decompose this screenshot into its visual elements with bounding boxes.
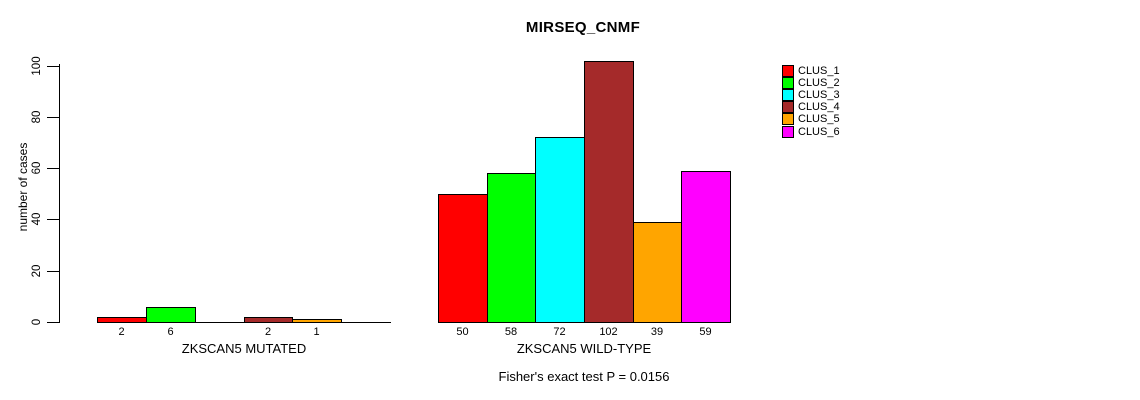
- legend-label-clus_6: CLUS_6: [798, 125, 840, 138]
- legend-item-clus_3: CLUS_3: [777, 88, 867, 102]
- y-axis-tick: [47, 271, 59, 272]
- y-axis-tick-label: 100: [31, 56, 43, 76]
- legend-label-clus_2: CLUS_2: [798, 76, 840, 89]
- y-axis-tick-label: 0: [31, 318, 43, 326]
- bar-clus_1-wild-type: [438, 194, 488, 323]
- legend-item-clus_6: CLUS_6: [777, 125, 867, 139]
- legend: CLUS_1 CLUS_2 CLUS_3 CLUS_4 CLUS_5 CLUS_6: [777, 59, 867, 144]
- y-axis-tick-label: 60: [31, 161, 43, 175]
- y-axis-tick-label: 80: [31, 110, 43, 124]
- y-axis-tick-label: 40: [31, 212, 43, 226]
- legend-swatch-clus_4: [782, 101, 794, 114]
- legend-swatch-clus_5: [782, 113, 794, 126]
- legend-label-clus_5: CLUS_5: [798, 113, 840, 126]
- bar-value-label-clus_2-wild-type: 58: [504, 326, 518, 338]
- bar-value-label-clus_1-mutated: 2: [118, 326, 125, 338]
- bar-clus_4-wild-type: [584, 61, 634, 323]
- y-axis-tick: [47, 322, 59, 323]
- bar-clus_2-wild-type: [487, 173, 536, 323]
- bar-clus_3-wild-type: [535, 137, 585, 323]
- legend-item-clus_4: CLUS_4: [777, 101, 867, 114]
- bar-clus_5-wild-type: [633, 222, 682, 323]
- bar-value-label-clus_4-wild-type: 102: [599, 326, 618, 338]
- bar-value-label-clus_2-mutated: 6: [167, 326, 174, 338]
- bar-clus_2-mutated: [146, 307, 196, 323]
- y-axis-tick-label: 20: [31, 264, 43, 278]
- bar-value-label-clus_5-mutated: 1: [313, 326, 320, 338]
- x-axis-label-wild-type: ZKSCAN5 WILD-TYPE: [516, 341, 652, 356]
- bar-clus_5-mutated: [292, 319, 342, 323]
- bar-clus_1-mutated: [97, 317, 147, 323]
- legend-item-clus_2: CLUS_2: [777, 76, 867, 90]
- legend-label-clus_3: CLUS_3: [798, 88, 840, 101]
- bar-value-label-clus_5-wild-type: 39: [650, 326, 664, 338]
- legend-swatch-clus_1: [782, 64, 794, 77]
- bar-value-label-clus_3-wild-type: 72: [553, 326, 566, 338]
- y-axis-line: [59, 64, 60, 323]
- y-axis-tick: [47, 168, 59, 169]
- legend-label-clus_1: CLUS_1: [798, 64, 840, 77]
- chart-title: MIRSEQ_CNMF: [525, 19, 641, 36]
- x-axis-label-mutated: ZKSCAN5 MUTATED: [181, 341, 307, 356]
- legend-label-clus_4: CLUS_4: [798, 101, 840, 114]
- legend-item-clus_5: CLUS_5: [777, 113, 867, 126]
- bar-value-label-clus_6-wild-type: 59: [699, 326, 712, 338]
- legend-swatch-clus_2: [782, 76, 794, 89]
- legend-swatch-clus_6: [782, 125, 794, 138]
- bar-clus_4-mutated: [244, 317, 293, 323]
- fisher-test-annotation: Fisher's exact test P = 0.0156: [498, 369, 670, 384]
- bar-value-label-clus_4-mutated: 2: [264, 326, 272, 338]
- legend-swatch-clus_3: [782, 88, 794, 101]
- y-axis-tick: [47, 219, 59, 220]
- legend-item-clus_1: CLUS_1: [777, 64, 867, 78]
- bar-value-label-clus_1-wild-type: 50: [456, 326, 469, 338]
- bar-clus_6-wild-type: [681, 171, 731, 323]
- y-axis-tick: [47, 117, 59, 118]
- y-axis-tick: [47, 66, 59, 67]
